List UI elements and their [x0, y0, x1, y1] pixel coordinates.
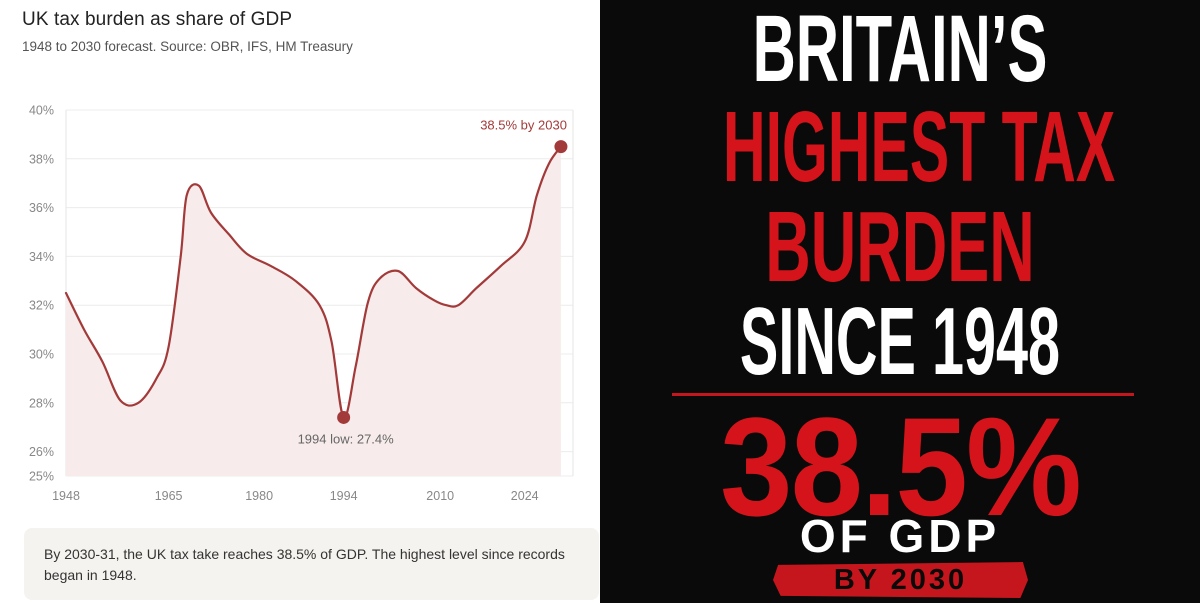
y-tick-label: 34%	[29, 250, 54, 264]
y-tick-label: 25%	[29, 470, 54, 484]
x-tick-label: 1965	[155, 489, 183, 503]
series-area-fill	[66, 146, 561, 476]
poster-headline-line1: BRITAIN’S	[752, 0, 1048, 102]
poster-headline-line2: HIGHEST TAX	[723, 91, 1116, 203]
x-tick-label: 2024	[511, 489, 539, 503]
y-tick-label: 28%	[29, 396, 54, 410]
caption-box: By 2030-31, the UK tax take reaches 38.5…	[24, 528, 599, 600]
y-tick-label: 26%	[29, 445, 54, 459]
poster-panel: BRITAIN’S HIGHEST TAX BURDEN SINCE 1948 …	[600, 0, 1200, 603]
poster-of-gdp: OF GDP	[799, 510, 1001, 562]
chart-panel: UK tax burden as share of GDP 1948 to 20…	[22, 9, 599, 600]
chart-title: UK tax burden as share of GDP	[22, 9, 293, 30]
poster-by-year-banner: BY 2030	[773, 562, 1028, 598]
y-tick-label: 36%	[29, 201, 54, 215]
x-tick-label: 1948	[52, 489, 80, 503]
y-tick-label: 38%	[29, 152, 54, 166]
x-tick-label: 2010	[426, 489, 454, 503]
y-tick-label: 32%	[29, 299, 54, 313]
y-tick-label: 30%	[29, 348, 54, 362]
low-point-annotation: 1994 low: 27.4%	[298, 431, 395, 446]
poster-headline-line4: SINCE 1948	[739, 288, 1061, 395]
end-point-annotation: 38.5% by 2030	[480, 118, 567, 133]
x-tick-label: 1980	[245, 489, 273, 503]
x-tick-label: 1994	[330, 489, 358, 503]
poster-big-value: 38.5%	[720, 388, 1082, 545]
poster-divider	[672, 393, 1134, 396]
poster-headline-line3: BURDEN	[765, 191, 1035, 303]
end-point-marker	[554, 140, 568, 154]
series-line	[64, 145, 562, 419]
y-tick-label: 40%	[29, 104, 54, 118]
low-point-marker	[337, 410, 351, 424]
tax-burden-chart: 25% 26% 28% 30% 32% 34% 36% 38% 40% 1948 1965 1980 1…	[29, 104, 574, 503]
chart-subtitle: 1948 to 2030 forecast. Source: OBR, IFS,…	[22, 39, 353, 54]
